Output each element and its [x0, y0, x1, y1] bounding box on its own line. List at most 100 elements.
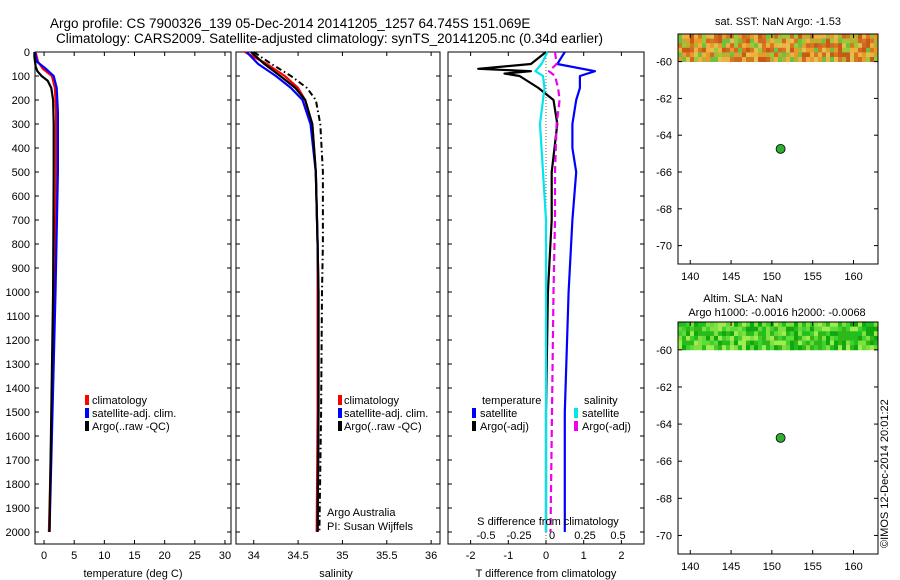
map-cell [814, 43, 819, 49]
map-cell [858, 52, 863, 58]
map-cell [734, 331, 739, 337]
map-cell [786, 57, 791, 62]
map-cell [814, 345, 819, 351]
map-cell [770, 331, 775, 337]
map-cell [854, 43, 859, 49]
map-cell [826, 326, 831, 332]
map-cell [854, 326, 859, 332]
map-cell [698, 331, 703, 337]
map-cell [818, 38, 823, 44]
map-cell [862, 34, 867, 39]
map-cell [698, 34, 703, 39]
legend-swatch-climatology [338, 395, 342, 405]
map-cell [822, 340, 827, 346]
map-cell [858, 47, 863, 53]
map-cell [754, 331, 759, 337]
map-cell [790, 57, 795, 62]
map-cell [738, 322, 743, 328]
map-cell [854, 322, 859, 328]
map-cell [790, 47, 795, 53]
map-cell [750, 57, 755, 62]
map-cell [858, 34, 863, 39]
legend-swatch-temp-satellite [472, 408, 476, 418]
map-cell [782, 47, 787, 53]
map-cell [726, 47, 731, 53]
map-cell [818, 331, 823, 337]
map-cell [802, 52, 807, 58]
map-cell [866, 331, 871, 337]
legend-label-temp-satellite: satellite [480, 408, 517, 420]
map-cell [774, 47, 779, 53]
map-cell [726, 340, 731, 346]
map-cell [730, 34, 735, 39]
map-cell [678, 34, 683, 39]
map-cell [690, 47, 695, 53]
map-cell [774, 38, 779, 44]
series-salinity-satellite [534, 51, 549, 532]
map-cell [746, 345, 751, 351]
y-tick-label: 1100 [6, 311, 30, 323]
map-cell [778, 322, 783, 328]
map-cell [758, 331, 763, 337]
map-cell [822, 34, 827, 39]
x-tick-label: 30 [219, 550, 231, 562]
map-cell [858, 57, 863, 62]
map-cell [762, 47, 767, 53]
map-cell [782, 340, 787, 346]
map-cell [746, 331, 751, 337]
map-cell [750, 340, 755, 346]
header-line2: Climatology: CARS2009. Satellite-adjuste… [56, 31, 603, 46]
map-cell [854, 331, 859, 337]
map-cell [766, 34, 771, 39]
map-cell [706, 34, 711, 39]
map-cell [686, 326, 691, 332]
x-tick-label: -2 [466, 550, 476, 562]
map-cell [734, 52, 739, 58]
map-cell [734, 38, 739, 44]
map-cell [690, 34, 695, 39]
map-cell [730, 326, 735, 332]
map-cell [822, 345, 827, 351]
map-cell [682, 52, 687, 58]
map-cell [774, 322, 779, 328]
map-cell [874, 57, 879, 62]
map-cell [818, 47, 823, 53]
map-cell [714, 331, 719, 337]
y-tick-label: 1200 [6, 335, 30, 347]
y-tick-label: -64 [656, 130, 672, 142]
map-cell [702, 57, 707, 62]
map-cell [806, 322, 811, 328]
map-cell [766, 331, 771, 337]
map-cell [870, 335, 875, 341]
map-cell [802, 38, 807, 44]
y-tick-label: 100 [12, 71, 30, 83]
legend-label-climatology: climatology [92, 395, 148, 407]
map-cell [718, 322, 723, 328]
map-cell [714, 326, 719, 332]
map-cell [774, 57, 779, 62]
y-tick-label: -66 [656, 456, 672, 468]
legend-swatch-sal-satellite [574, 408, 578, 418]
map-cell [714, 47, 719, 53]
map-cell [766, 38, 771, 44]
map-cell [686, 331, 691, 337]
map-cell [846, 331, 851, 337]
map-cell [874, 52, 879, 58]
map-cell [690, 335, 695, 341]
map-cell [686, 34, 691, 39]
map-cell [790, 34, 795, 39]
map-cell [722, 47, 727, 53]
difference-xlabel: T difference from climatology [476, 568, 617, 580]
map-cell [718, 340, 723, 346]
map-cell [850, 326, 855, 332]
map-cell [718, 34, 723, 39]
map-cell [826, 43, 831, 49]
map-cell [722, 57, 727, 62]
y-tick-label: 900 [12, 263, 30, 275]
map-cell [698, 345, 703, 351]
map-cell [826, 57, 831, 62]
map-cell [778, 57, 783, 62]
map-cell [738, 340, 743, 346]
sla-map-title-line1: Altim. SLA: NaN [703, 293, 783, 305]
map-cell [786, 47, 791, 53]
